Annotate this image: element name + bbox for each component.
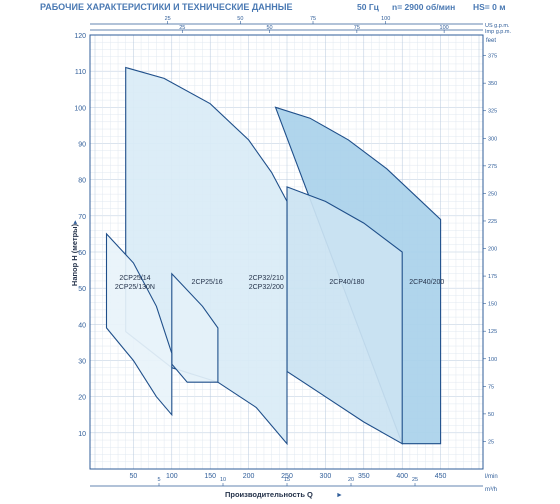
pump-region-label: 2CP25/130N <box>115 284 155 291</box>
feet-tick-label: 250 <box>488 191 497 197</box>
y-tick-label: 80 <box>78 178 86 185</box>
y-tick-label: 50 <box>78 286 86 293</box>
x-tick-label: 100 <box>166 473 178 480</box>
x-tick-label: 350 <box>358 473 370 480</box>
feet-tick-label: 375 <box>488 54 497 60</box>
m3h-tick-label: 5 <box>157 477 160 483</box>
top-axis-ticks: 25 50 75 100 25 50 75 100 <box>165 16 449 33</box>
x-tick-label: 300 <box>320 473 332 480</box>
feet-axis-ticks: 25 50 75 100 125 150 175 200 225 250 275 300 325 350 3… <box>483 54 497 445</box>
pump-region-label: 2CP40/180 <box>329 279 364 286</box>
impgpm-tick-label: 100 <box>440 25 449 31</box>
x-axis-label: Производительность Q <box>225 490 313 499</box>
y-axis-ticks: 10 20 30 40 50 60 70 80 90 100 110 120 <box>74 33 86 438</box>
x-axis-ticks: 50 100 150 200 250 300 350 400 450 <box>130 473 447 480</box>
x-tick-label: 200 <box>243 473 255 480</box>
y-axis-arrow: ► <box>73 219 79 225</box>
usgpm-tick-label: 100 <box>381 16 390 22</box>
feet-unit: feet <box>486 38 496 44</box>
feet-tick-label: 225 <box>488 219 497 225</box>
feet-tick-label: 175 <box>488 274 497 280</box>
y-tick-label: 40 <box>78 322 86 329</box>
y-tick-label: 120 <box>74 33 86 40</box>
y-tick-label: 30 <box>78 359 86 366</box>
x-tick-label: 250 <box>281 473 293 480</box>
feet-tick-label: 75 <box>488 384 494 390</box>
y-tick-label: 20 <box>78 395 86 402</box>
frequency-label: 50 Гц <box>357 2 380 12</box>
x-tick-label: 50 <box>130 473 138 480</box>
speed-label: n= 2900 об/мин <box>392 2 455 12</box>
pump-region-label: 2CP32/200 <box>249 284 284 291</box>
feet-tick-label: 125 <box>488 329 497 335</box>
hs-label: HS= 0 м <box>473 2 506 12</box>
y-axis-label: Напор H (метры) <box>70 223 79 286</box>
chart-title: РАБОЧИЕ ХАРАКТЕРИСТИКИ И ТЕХНИЧЕСКИЕ ДАН… <box>40 2 293 12</box>
impgpm-unit: Imp g.p.m. <box>485 29 511 35</box>
pump-regions <box>105 66 442 446</box>
feet-tick-label: 350 <box>488 81 497 87</box>
m3h-unit: m³/h <box>485 487 497 493</box>
plot-frame <box>89 34 484 470</box>
pump-region-label: 2CP25/16 <box>192 279 223 286</box>
x-axis-arrow: ► <box>336 492 343 499</box>
m3h-tick-label: 20 <box>348 477 354 483</box>
feet-tick-label: 300 <box>488 136 497 142</box>
x-tick-label: 450 <box>435 473 447 480</box>
m3h-tick-label: 10 <box>220 477 226 483</box>
m3h-tick-label: 15 <box>284 477 290 483</box>
pump-region-labels: 2CP40/200 2CP40/180 2CP32/210 2CP32/200 2CP2… <box>115 275 445 291</box>
feet-tick-label: 200 <box>488 247 497 253</box>
feet-tick-label: 275 <box>488 164 497 170</box>
m3h-axis-ticks: 5 10 15 20 25 <box>157 477 418 486</box>
usgpm-tick-label: 25 <box>165 16 171 22</box>
usgpm-tick-label: 50 <box>237 16 243 22</box>
y-tick-label: 10 <box>78 431 86 438</box>
y-tick-label: 110 <box>75 69 86 76</box>
feet-tick-label: 50 <box>488 412 494 418</box>
y-tick-label: 100 <box>74 105 86 112</box>
usgpm-tick-label: 75 <box>310 16 316 22</box>
y-tick-label: 90 <box>78 142 86 149</box>
impgpm-tick-label: 75 <box>354 25 360 31</box>
x-unit: l/min <box>485 474 498 480</box>
x-tick-label: 150 <box>204 473 216 480</box>
feet-tick-label: 150 <box>488 302 497 308</box>
pump-region <box>286 186 403 445</box>
pump-region-label: 2CP32/210 <box>249 275 284 282</box>
pump-region <box>105 232 173 417</box>
x-tick-label: 400 <box>396 473 408 480</box>
feet-tick-label: 100 <box>488 357 497 363</box>
y-tick-label: 60 <box>78 250 86 257</box>
usgpm-unit: US g.p.m. <box>485 23 510 29</box>
feet-tick-label: 325 <box>488 109 497 115</box>
feet-tick-label: 25 <box>488 439 494 445</box>
y-tick-label: 70 <box>78 214 86 221</box>
pump-region-label: 2CP40/200 <box>409 279 444 286</box>
m3h-tick-label: 25 <box>412 477 418 483</box>
impgpm-tick-label: 25 <box>179 25 185 31</box>
pump-region-label: 2CP25/14 <box>119 275 150 282</box>
impgpm-tick-label: 50 <box>267 25 273 31</box>
